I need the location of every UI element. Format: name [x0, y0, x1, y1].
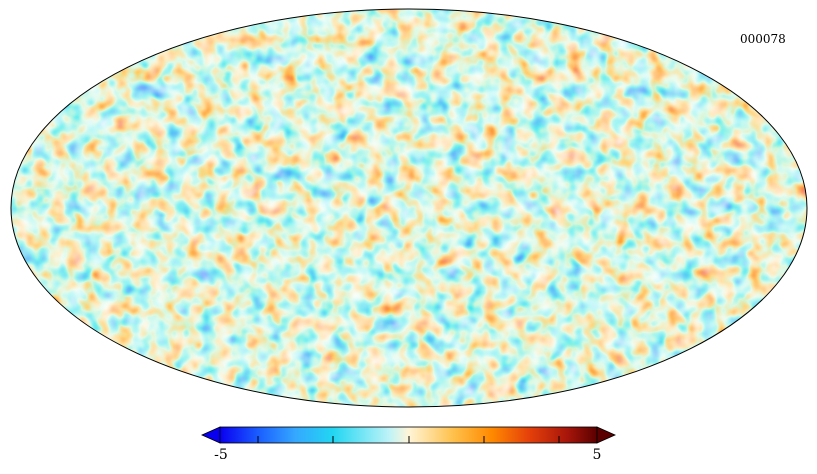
colorbar-max-label: 5: [592, 447, 602, 463]
sky-map-outline: [10, 8, 808, 408]
colorbar-ticks: [257, 436, 560, 443]
sky-map-texture: [11, 9, 807, 407]
colorbar-min-arrow: [201, 426, 221, 444]
colorbar-max-arrow: [596, 426, 616, 444]
map-index-label: 000078: [740, 32, 786, 46]
colorbar-min-label: -5: [214, 447, 228, 463]
colorbar: [201, 426, 616, 444]
